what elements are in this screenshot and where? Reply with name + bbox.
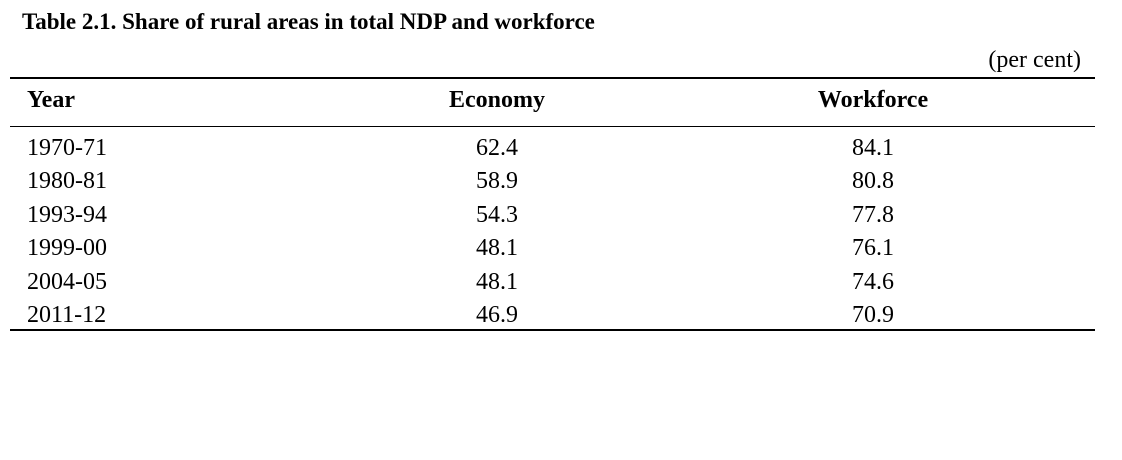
table-cell: 80.8 [852,168,894,195]
table-cell: 46.9 [476,302,518,328]
table-cell: 76.1 [852,235,894,262]
column-header: Workforce [817,87,929,113]
table-cell: 1993-94 [27,201,107,228]
table-cell: 70.9 [852,302,894,328]
table-cell: 48.1 [476,268,518,295]
column-header: Economy [449,87,545,113]
top-rule [10,77,1095,79]
table-cell: 1980-81 [27,168,107,195]
column-header: Year [27,87,75,113]
table-cell: 1970-71 [27,135,107,161]
unit-note: (per cent) [988,47,1081,73]
table-cell: 2011-12 [27,302,107,328]
table-title: Table 2.1. Share of rural areas in total… [22,9,595,34]
header-rule [10,126,1095,127]
table-cell: 74.6 [852,268,894,295]
table-cell: 77.8 [852,201,894,228]
table-cell: 1999-00 [27,235,107,262]
bottom-rule [10,329,1095,331]
table-cell: 84.1 [852,135,894,161]
table-cell: 58.9 [476,168,518,195]
table-cell: 2004-05 [27,268,107,295]
table-cell: 62.4 [476,135,518,161]
table-cell: 54.3 [476,201,518,228]
table-cell: 48.1 [476,235,518,262]
